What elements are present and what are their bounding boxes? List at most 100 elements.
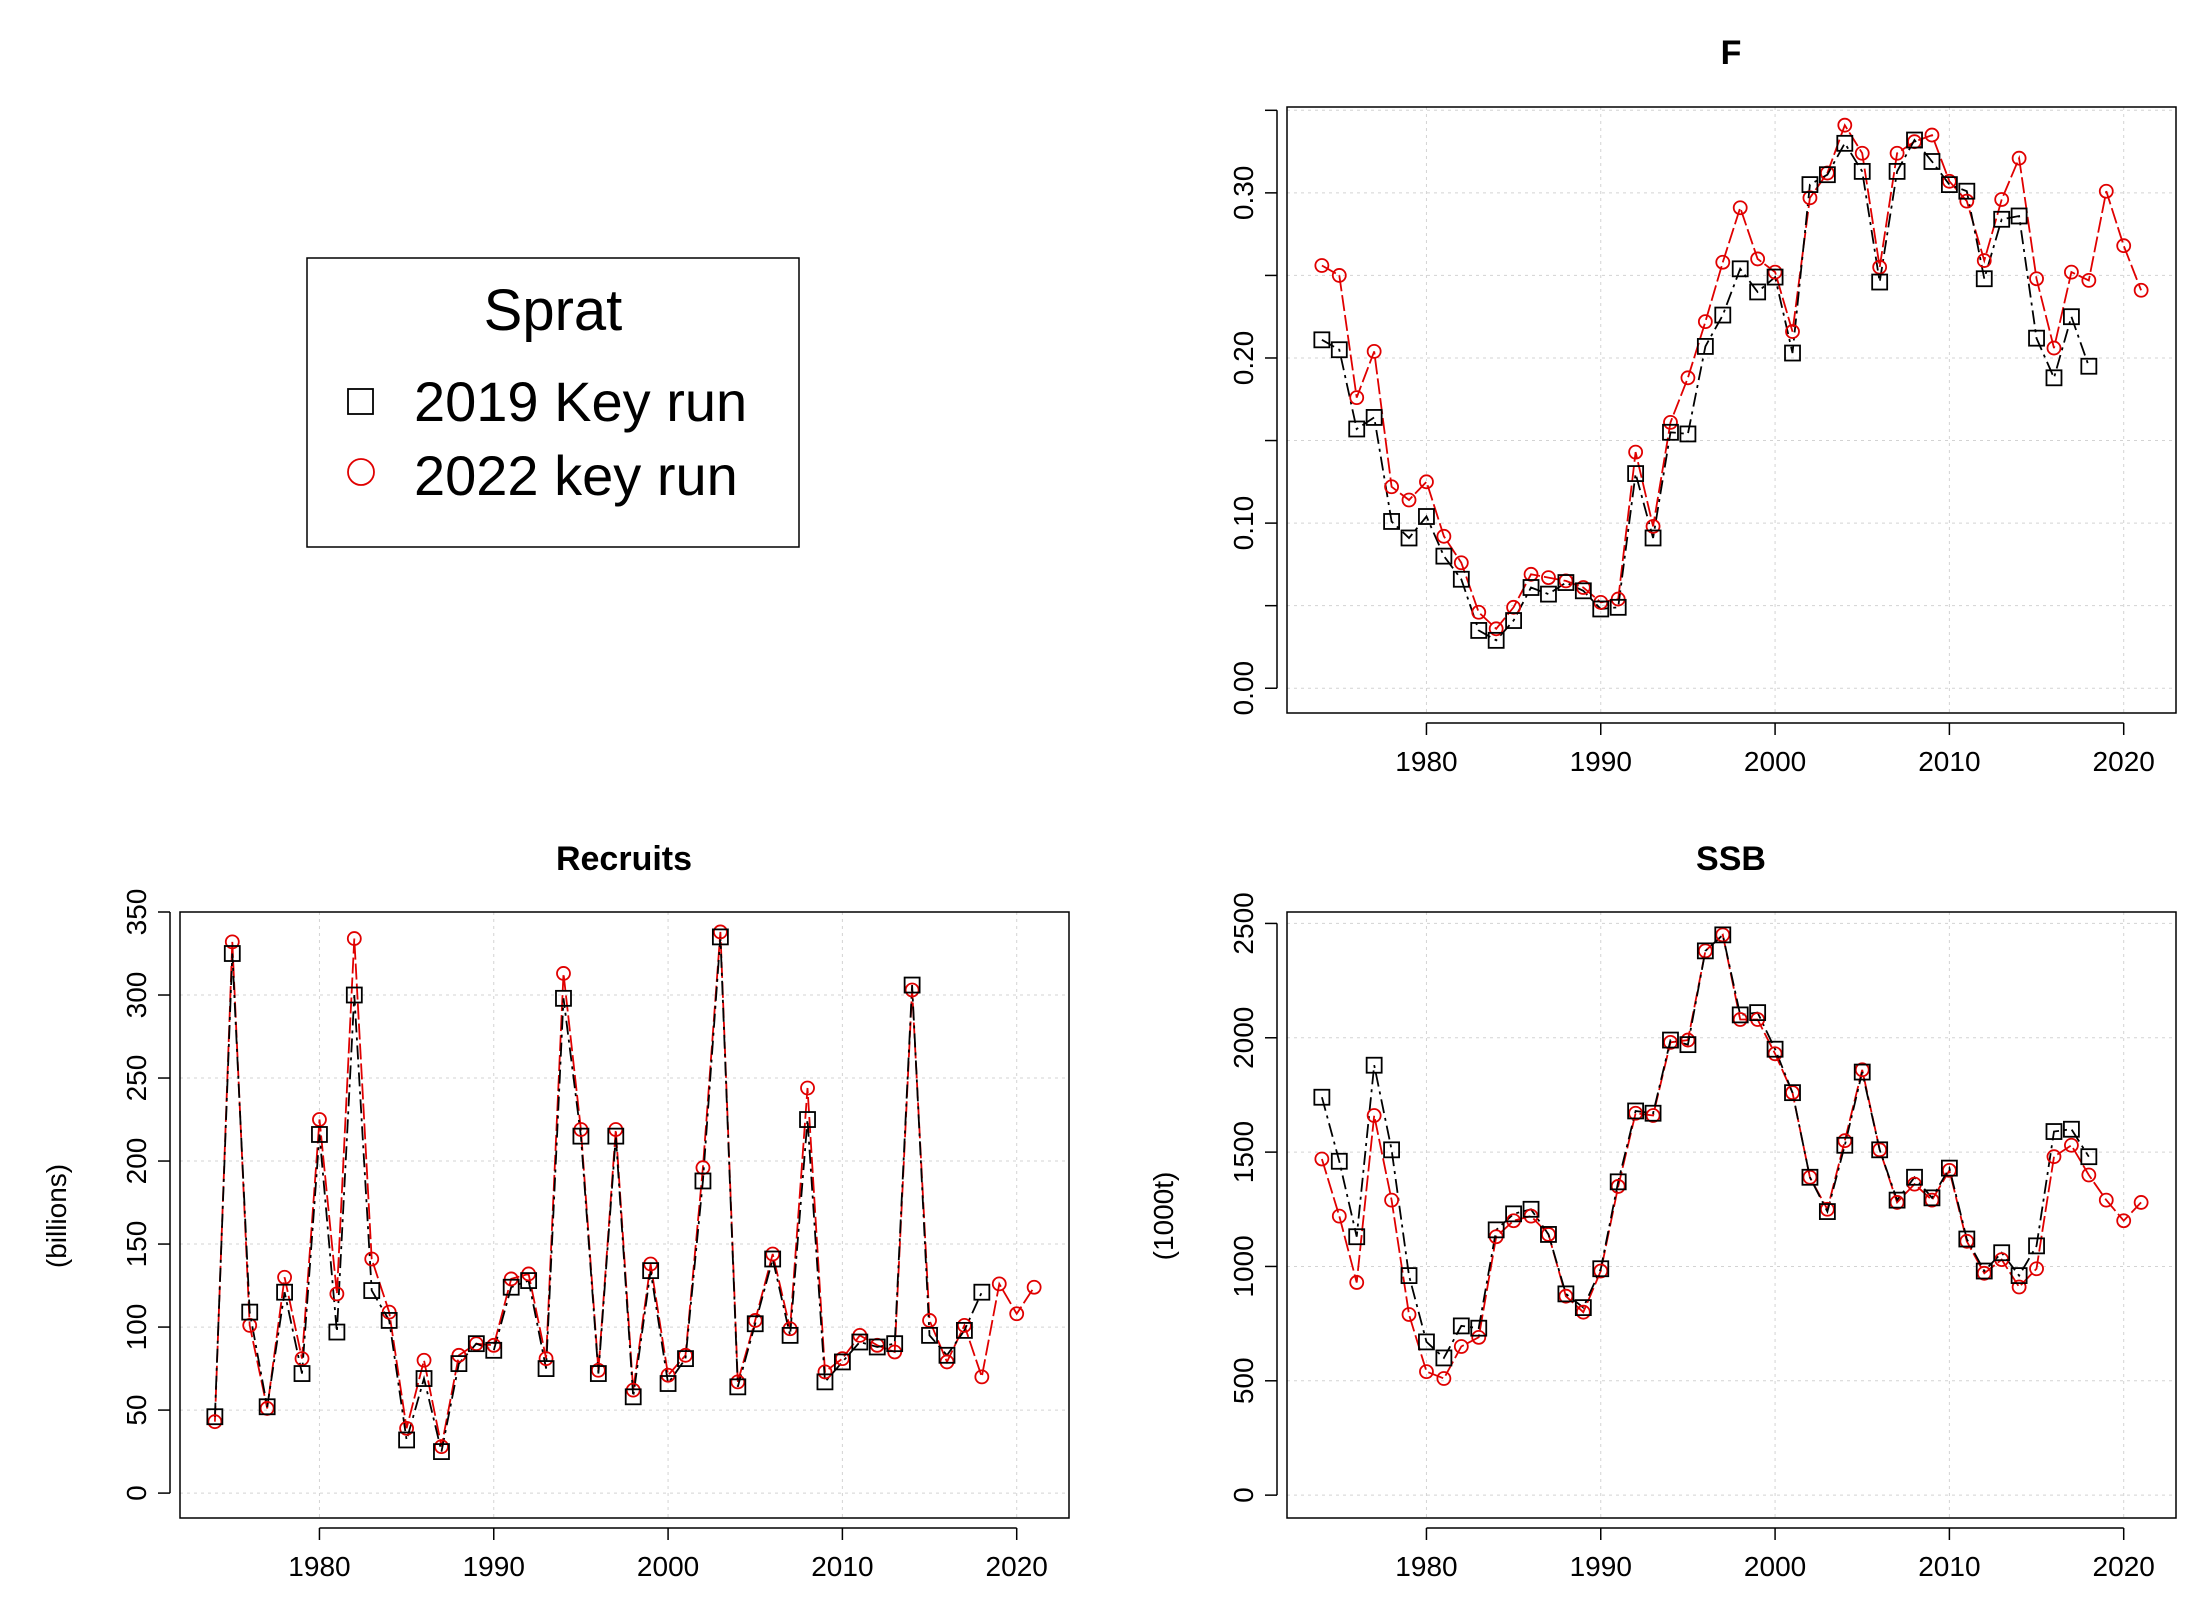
f-point-2019 <box>1592 600 1610 618</box>
f-point-2019 <box>1679 425 1697 443</box>
recruits-point-2022 <box>312 1112 327 1127</box>
y-tick-label: 1500 <box>1228 1121 1259 1183</box>
ssb-point-2019 <box>1470 1319 1488 1337</box>
ssb-point-2019 <box>1853 1063 1871 1081</box>
recruits-point-2019 <box>694 1172 712 1190</box>
f-point-2019 <box>1766 268 1784 286</box>
ssb-point-2022 <box>1837 1133 1853 1149</box>
legend: Sprat 2019 Key run 2022 key run <box>306 257 800 548</box>
panel-recruits-lines <box>214 931 1035 1452</box>
ssb-point-2022 <box>1401 1307 1417 1322</box>
recruits-series-line-2022 <box>214 931 1035 1447</box>
f-point-2022 <box>1767 264 1783 280</box>
recruits-point-2019 <box>886 1335 904 1353</box>
recruits-point-2022 <box>556 966 571 981</box>
ssb-point-2019 <box>1540 1226 1557 1243</box>
f-point-2022 <box>1314 258 1330 273</box>
ssb-point-2019 <box>2010 1267 2028 1284</box>
f-point-2022 <box>1889 145 1905 161</box>
recruits-point-2022 <box>678 1347 693 1363</box>
f-point-2022 <box>1663 414 1678 430</box>
recruits-point-2022 <box>991 1276 1007 1292</box>
ssb-point-2019 <box>1731 1006 1749 1024</box>
recruits-point-2019 <box>293 1365 311 1382</box>
f-point-2022 <box>1680 370 1696 386</box>
recruits-point-2019 <box>380 1312 398 1329</box>
panel-recruits: Recruits (billions) 1980 1990 2000 2010 2020… <box>41 840 1070 1582</box>
f-point-2022 <box>2029 271 2044 287</box>
recruits-point-2022 <box>922 1313 937 1328</box>
panel-ssb-lines <box>1321 933 2142 1380</box>
f-point-2022 <box>1976 253 1992 268</box>
recruits-point-2019 <box>868 1338 886 1356</box>
f-point-2019 <box>1871 273 1889 291</box>
recruits-point-2019 <box>624 1388 642 1406</box>
recruits-point-2022 <box>1009 1306 1025 1322</box>
ssb-point-2022 <box>1941 1163 1957 1178</box>
f-point-2019 <box>1801 176 1819 194</box>
recruits-point-2019 <box>572 1127 590 1145</box>
f-point-2019 <box>2010 207 2028 225</box>
ssb-point-2019 <box>1557 1285 1575 1303</box>
recruits-point-2019 <box>851 1333 869 1351</box>
f-point-2019 <box>1609 598 1627 616</box>
ssb-point-2022 <box>2133 1195 2149 1210</box>
ssb-point-2022 <box>1802 1169 1818 1185</box>
panel-ssb-ylabel: (1000t) <box>1148 1172 1179 1261</box>
recruits-point-2019 <box>781 1326 799 1344</box>
ssb-point-2022 <box>1680 1032 1696 1048</box>
recruits-point-2019 <box>415 1370 433 1387</box>
recruits-point-2019 <box>659 1375 677 1392</box>
x-tick-label: 2000 <box>637 1551 699 1582</box>
recruits-point-2019 <box>223 945 241 962</box>
ssb-point-2019 <box>1330 1152 1348 1170</box>
f-point-2019 <box>1784 344 1801 362</box>
recruits-point-2022 <box>1026 1279 1042 1295</box>
recruits-point-2022 <box>416 1352 432 1368</box>
y-tick-label: 1000 <box>1228 1235 1259 1297</box>
f-point-2022 <box>1349 390 1365 406</box>
f-point-2022 <box>1471 604 1487 620</box>
recruits-point-2019 <box>607 1127 625 1145</box>
f-point-2019 <box>1958 182 1976 200</box>
f-point-2022 <box>1366 343 1382 359</box>
f-point-2022 <box>2046 340 2062 356</box>
f-point-2019 <box>1522 579 1540 596</box>
panel-recruits-ylabel: (billions) <box>41 1164 72 1268</box>
ssb-point-2022 <box>2098 1192 2114 1208</box>
f-point-2019 <box>1557 574 1575 591</box>
f-point-2019 <box>1574 582 1592 600</box>
f-point-2022 <box>1331 268 1347 283</box>
recruits-point-2022 <box>834 1351 850 1367</box>
f-point-2022 <box>1750 251 1766 267</box>
f-point-2022 <box>1401 492 1417 508</box>
ssb-point-2019 <box>1400 1267 1418 1284</box>
ssb-point-2022 <box>1541 1227 1556 1242</box>
panel-recruits-box <box>179 911 1070 1519</box>
panel-f-box <box>1286 106 2177 714</box>
f-point-2019 <box>2028 329 2045 347</box>
f-point-2022 <box>1384 479 1399 495</box>
f-series-line-2022 <box>1321 123 2142 631</box>
f-point-2019 <box>1400 529 1418 547</box>
f-point-2019 <box>1714 306 1732 324</box>
ssb-point-2022 <box>1453 1339 1469 1354</box>
y-tick-label: 500 <box>1228 1357 1259 1404</box>
ssb-point-2019 <box>2063 1120 2080 1138</box>
y-tick-label: 0.10 <box>1228 496 1259 551</box>
ssb-point-2022 <box>1349 1275 1365 1290</box>
panel-ssb-box <box>1286 911 2177 1519</box>
ssb-point-2019 <box>1818 1203 1836 1220</box>
f-point-2019 <box>1383 513 1400 530</box>
ssb-point-2019 <box>1975 1262 1993 1280</box>
ssb-point-2022 <box>1697 943 1713 959</box>
recruits-point-2022 <box>957 1318 972 1333</box>
legend-box <box>306 257 800 548</box>
ssb-point-2022 <box>2064 1137 2079 1153</box>
legend-square-marker <box>347 388 374 415</box>
recruits-point-2022 <box>974 1369 990 1385</box>
y-tick-label: 0.20 <box>1228 331 1259 386</box>
x-tick-label: 1980 <box>288 1551 350 1582</box>
ssb-point-2019 <box>1871 1141 1889 1159</box>
recruits-point-2019 <box>589 1365 607 1382</box>
